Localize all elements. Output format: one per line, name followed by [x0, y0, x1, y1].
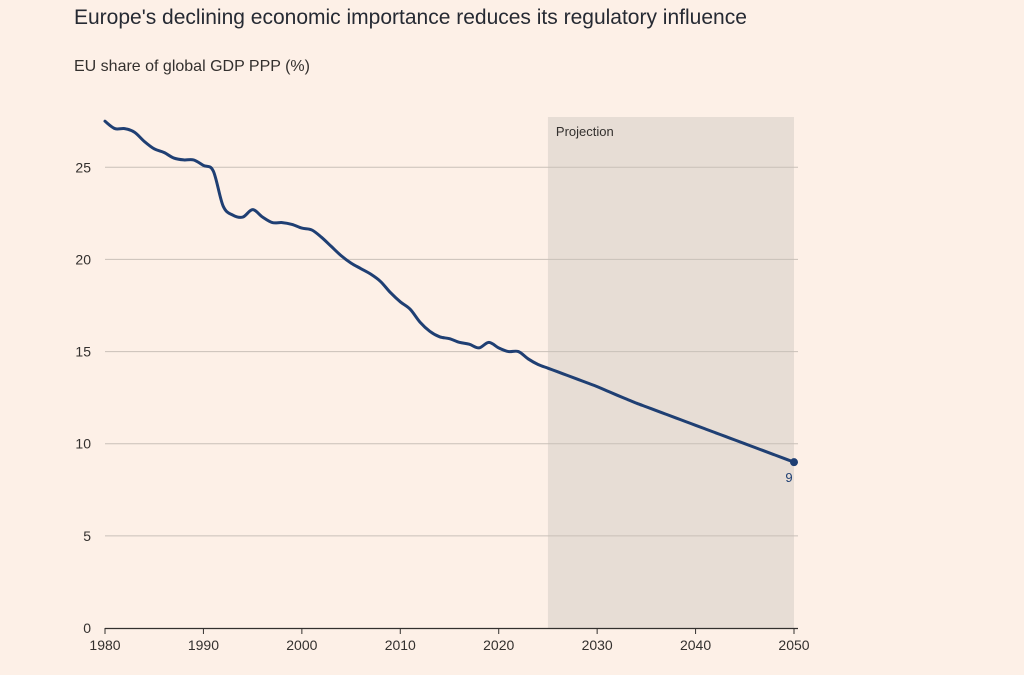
y-tick-label-15: 15 — [75, 344, 91, 360]
chart-subtitle: EU share of global GDP PPP (%) — [74, 58, 310, 75]
y-tick-label-5: 5 — [83, 528, 91, 544]
y-tick-label-0: 0 — [83, 620, 91, 636]
y-tick-label-20: 20 — [75, 251, 91, 267]
x-tick-label-2020: 2020 — [483, 637, 514, 653]
x-tick-label-2040: 2040 — [680, 637, 711, 653]
x-tick-label-2050: 2050 — [778, 637, 809, 653]
y-tick-label-10: 10 — [75, 436, 91, 452]
x-tick-label-2000: 2000 — [286, 637, 317, 653]
projection-shade — [547, 117, 794, 628]
x-tick-label-1990: 1990 — [188, 637, 219, 653]
y-tick-label-25: 25 — [75, 159, 91, 175]
x-tick-label-1980: 1980 — [89, 637, 120, 653]
end-point-label: 9 — [785, 470, 792, 485]
chart-title: Europe's declining economic importance r… — [74, 6, 747, 29]
x-tick-label-2030: 2030 — [582, 637, 613, 653]
projection-label: Projection — [556, 124, 614, 139]
end-point-marker — [790, 458, 798, 467]
series-line-0 — [103, 119, 796, 464]
x-tick-label-2010: 2010 — [385, 637, 416, 653]
